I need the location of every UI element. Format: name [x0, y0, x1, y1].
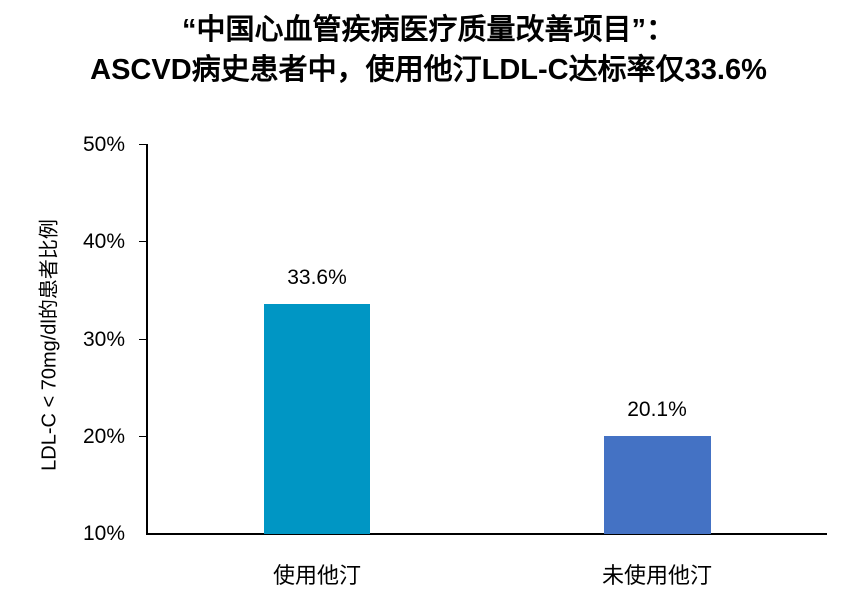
- y-tick: [139, 241, 147, 242]
- data-label-non-statin-users: 20.1%: [627, 397, 687, 421]
- y-tick: [139, 436, 147, 437]
- bar-non-statin-users: [604, 435, 711, 534]
- bar-statin-users: [264, 303, 370, 534]
- y-tick: [139, 339, 147, 340]
- chart-title-line1: “中国心血管疾病医疗质量改善项目”：: [181, 14, 675, 46]
- y-axis-line: [146, 144, 148, 534]
- x-category-label: 未使用他汀: [601, 563, 712, 588]
- chart-title-line2: ASCVD病史患者中，使用他汀LDL-C达标率仅33.6%: [90, 54, 767, 86]
- y-tick-label: 30%: [82, 328, 125, 351]
- x-category-label: 使用他汀: [272, 563, 361, 588]
- y-tick-label: 10%: [82, 522, 125, 545]
- y-tick-label: 50%: [82, 133, 125, 156]
- y-axis-label: LDL-C < 70mg/dl的患者比例: [38, 219, 61, 471]
- data-label-statin-users: 33.6%: [287, 265, 347, 289]
- y-tick-label: 40%: [82, 230, 125, 253]
- y-tick-label: 20%: [82, 425, 125, 448]
- y-tick: [139, 144, 147, 145]
- x-axis-line: [146, 533, 827, 535]
